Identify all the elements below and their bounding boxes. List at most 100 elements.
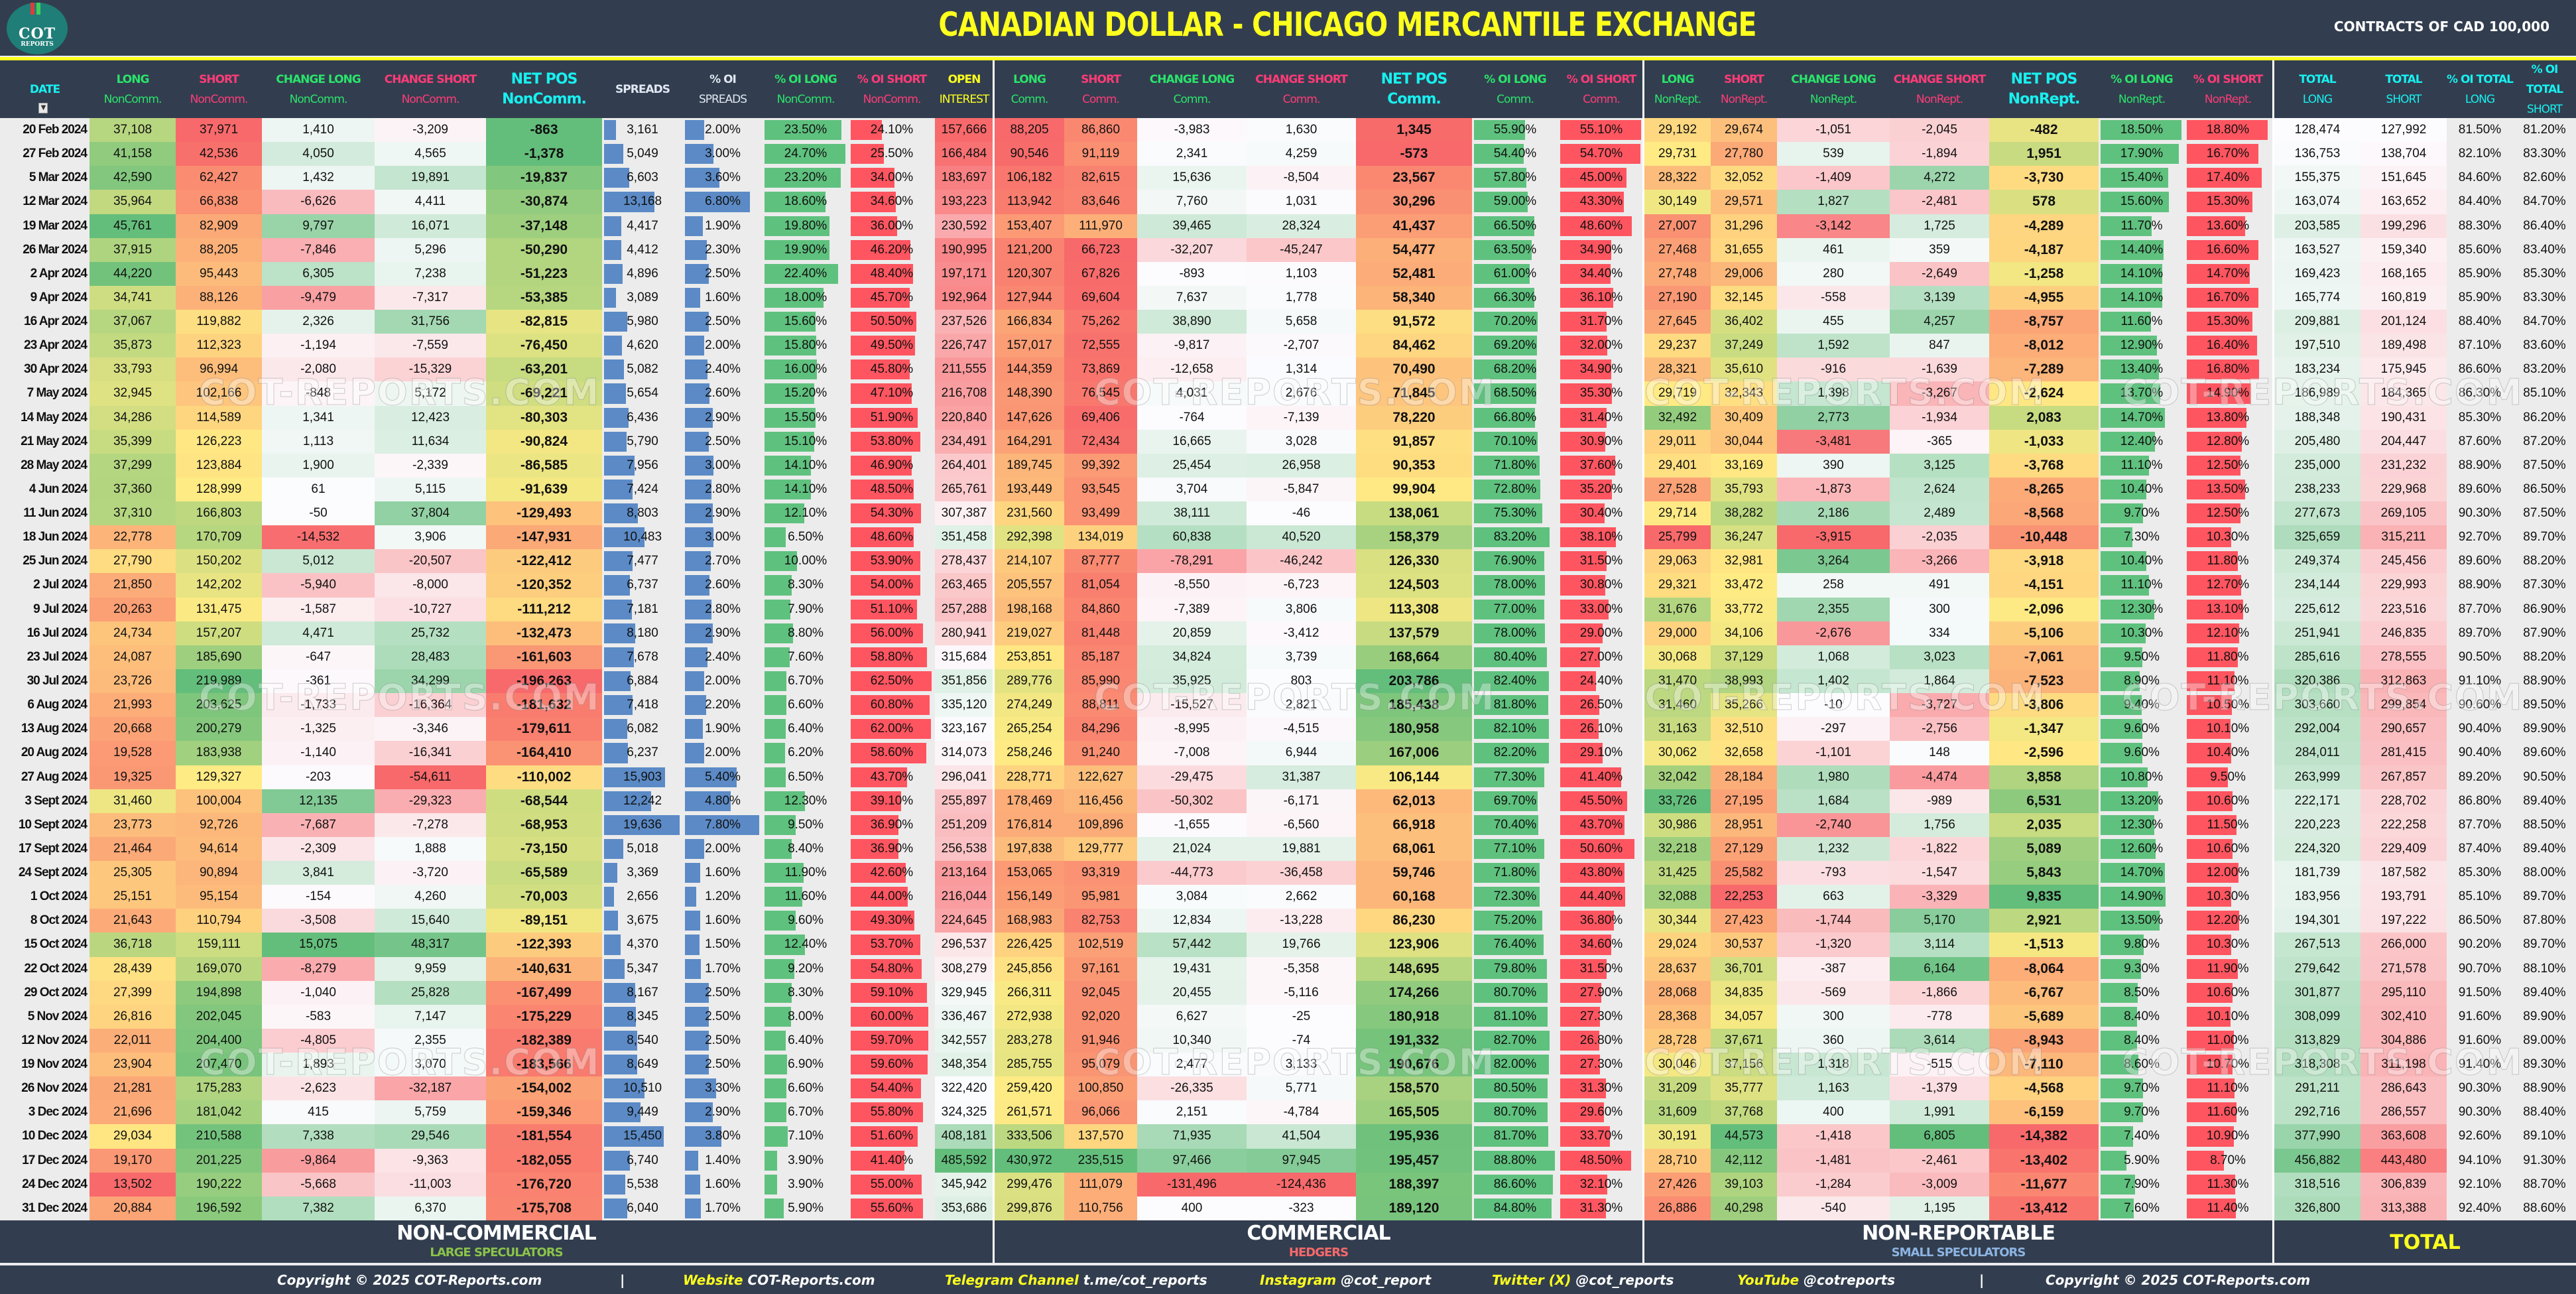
data-bar [685, 1055, 709, 1075]
bar-value: 3.00% [705, 147, 741, 161]
data-bar [1560, 1055, 1601, 1075]
cell-nonrept-1: 34,835 [1711, 980, 1777, 1005]
bar-cell-comm-6: 33.70% [1558, 1124, 1644, 1149]
cell-total-2: 87.60% [2447, 429, 2513, 454]
bar-cell-comm-5: 57.80% [1472, 166, 1558, 190]
cell-nonrept-0: 31,470 [1644, 669, 1711, 694]
bar-cell-noncomm-5: 6,884 [602, 669, 683, 694]
bar-value: 7.40% [2124, 1129, 2160, 1143]
bar-value: 9.60% [2124, 745, 2160, 760]
cell-noncomm-3: 3,070 [375, 1053, 486, 1077]
cell-noncomm-2: 6,305 [262, 261, 375, 286]
cell-total-3: 88.10% [2513, 956, 2576, 981]
footer-twitter-link[interactable]: Twitter (X) @cot_reports [1492, 1272, 1674, 1288]
row-date: 16 Apr 2024 [0, 310, 90, 334]
cell-nonrept-0: 29,024 [1644, 933, 1711, 957]
cell-comm-0: 274,249 [995, 693, 1064, 718]
bar-cell-nonrept-6: 10.10% [2185, 717, 2271, 742]
cell-comm-0: 219,027 [995, 621, 1064, 645]
bar-cell-comm-6: 37.60% [1558, 453, 1644, 478]
header-sublabel: Comm. [1011, 92, 1049, 106]
bar-value: 77.00% [1493, 602, 1537, 616]
bar-cell-nonrept-6: 11.40% [2185, 1196, 2271, 1220]
cell-nonrept-1: 29,674 [1711, 118, 1777, 143]
cell-noncomm-1: 82,909 [176, 214, 262, 238]
header-comm-0: LONG Comm. [995, 60, 1064, 118]
bar-value: 38.10% [1579, 530, 1623, 545]
cell-comm-1: 73,869 [1064, 357, 1137, 382]
data-bar [2101, 312, 2152, 332]
bar-value: 48.50% [870, 482, 914, 496]
cell-nonrept-0: 30,149 [1644, 190, 1711, 214]
header-sublabel: LONG [2302, 92, 2333, 106]
bar-value: 10.40% [2206, 745, 2250, 760]
bar-cell-noncomm-7: 8.30% [763, 980, 849, 1005]
table-row: 23 Apr 2024 35,873 112,323 -1,194 -7,559 -76,… [0, 334, 2576, 358]
table-row: 10 Sept 2024 23,773 92,726 -7,687 -7,278 -68,… [0, 812, 2576, 837]
bar-value: 5,049 [627, 147, 658, 161]
bar-cell-comm-6: 35.30% [1558, 381, 1644, 406]
data-bar [1560, 431, 1606, 452]
bar-value: 31.30% [1579, 1200, 1623, 1215]
cell-comm-2: 2,477 [1137, 1053, 1247, 1077]
cell-total-2: 89.70% [2447, 621, 2513, 645]
bar-value: 12.50% [2206, 458, 2250, 472]
data-bar [765, 1030, 786, 1051]
header-nonrept-1: SHORT NonRept. [1711, 60, 1777, 118]
footer-youtube-link[interactable]: YouTube @cotreports [1737, 1272, 1896, 1288]
bar-cell-comm-5: 84.80% [1472, 1196, 1558, 1220]
row-date: 1 Oct 2024 [0, 885, 90, 909]
filter-icon[interactable]: ▼ [38, 103, 48, 113]
cell-noncomm-2: 4,050 [262, 142, 375, 166]
bar-cell-noncomm-7: 12.40% [763, 933, 849, 957]
cell-comm-4: 66,918 [1356, 812, 1472, 837]
bar-cell-noncomm-7: 6.70% [763, 669, 849, 694]
header-nonrept-4: NET POS NonRept. [1989, 60, 2099, 118]
bar-value: 9.60% [2124, 722, 2160, 736]
row-date: 5 Mar 2024 [0, 166, 90, 190]
data-bar [2101, 647, 2142, 667]
data-bar [851, 1150, 904, 1171]
header-noncomm-3: CHANGE SHORT NonComm. [375, 60, 486, 118]
bar-value: 48.40% [870, 266, 914, 281]
cell-comm-1: 91,946 [1064, 1028, 1137, 1053]
bar-value: 15.30% [2206, 314, 2250, 329]
bar-cell-noncomm-6: 2.90% [683, 405, 763, 430]
cell-total-3: 84.70% [2513, 190, 2576, 214]
cell-total-1: 229,968 [2361, 477, 2447, 502]
data-bar [1474, 1102, 1548, 1123]
cell-noncomm-3: 29,546 [375, 1124, 486, 1149]
cell-nonrept-2: -793 [1777, 861, 1890, 885]
bar-cell-noncomm-6: 2.00% [683, 334, 763, 358]
cell-comm-3: 26,958 [1247, 453, 1356, 478]
data-bar [604, 239, 621, 260]
data-bar [685, 935, 700, 955]
cell-nonrept-2: 390 [1777, 453, 1890, 478]
cell-nonrept-2: 1,068 [1777, 645, 1890, 669]
data-bar [604, 479, 633, 500]
cell-noncomm-3: 48,317 [375, 933, 486, 957]
data-bar [2101, 838, 2156, 860]
data-bar [685, 695, 706, 716]
cell-total-1: 295,110 [2361, 980, 2447, 1005]
bar-cell-noncomm-7: 12.10% [763, 501, 849, 526]
cell-noncomm-2: -1,587 [262, 597, 375, 621]
cell-comm-3: 5,658 [1247, 310, 1356, 334]
cell-total-1: 290,657 [2361, 717, 2447, 742]
cell-noncomm-4: -122,393 [486, 933, 602, 957]
data-bar [851, 647, 927, 667]
bar-value: 44.40% [1579, 889, 1623, 904]
cell-nonrept-4: -6,159 [1989, 1100, 2099, 1125]
bar-cell-comm-5: 82.20% [1472, 741, 1558, 765]
bar-value: 44.00% [870, 889, 914, 904]
footer-instagram-link[interactable]: Instagram @cot_report [1260, 1272, 1432, 1288]
cell-nonrept-2: -2,740 [1777, 812, 1890, 837]
cell-noncomm-4: -182,055 [486, 1148, 602, 1173]
cell-noncomm-3: -3,346 [375, 717, 486, 742]
footer-telegram-link[interactable]: Telegram Channel t.me/cot_reports [945, 1272, 1207, 1288]
cell-nonrept-2: -297 [1777, 717, 1890, 742]
cell-noncomm-2: -1,733 [262, 693, 375, 718]
cell-nonrept-0: 32,218 [1644, 836, 1711, 862]
cell-comm-4: 148,695 [1356, 956, 1472, 981]
footer-website-link[interactable]: Website COT-Reports.com [683, 1272, 875, 1288]
